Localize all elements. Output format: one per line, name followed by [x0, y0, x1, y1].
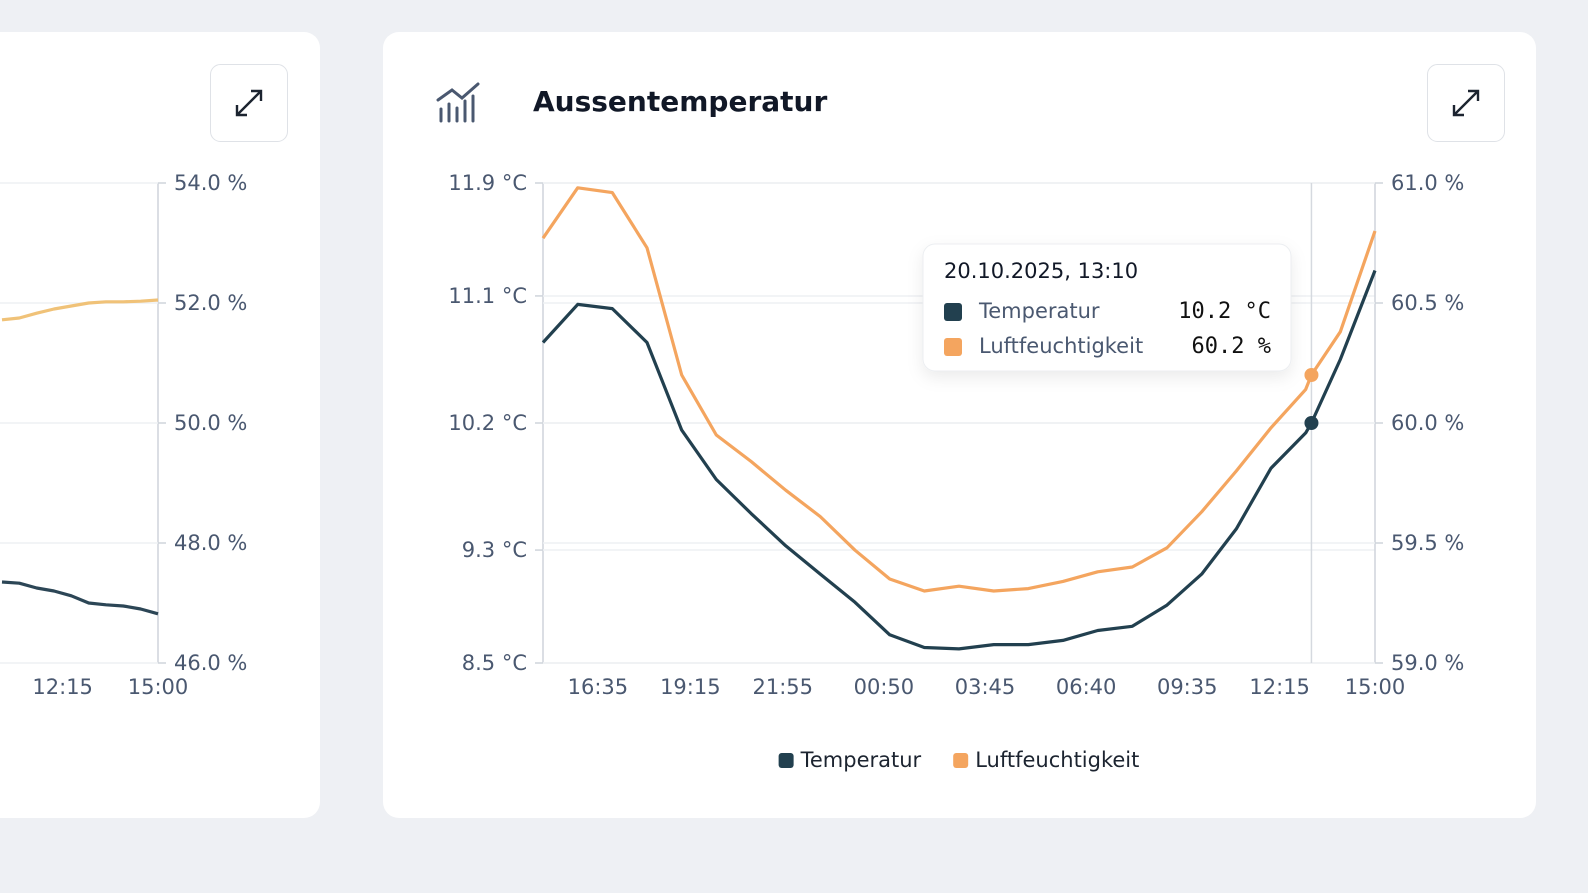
- tooltip-series-name: Temperatur: [978, 299, 1100, 323]
- series-line: [541, 186, 1377, 593]
- y2-tick-label: 60.5 %: [1391, 291, 1464, 315]
- series-line: [1, 298, 159, 322]
- x-tick-label: 16:35: [568, 675, 629, 699]
- legend-swatch: [953, 753, 969, 768]
- tooltip-swatch: [944, 338, 962, 356]
- x-tick-label: 09:35: [1157, 675, 1218, 699]
- legend-swatch: [778, 753, 794, 768]
- y2-tick-label: 59.5 %: [1391, 531, 1464, 555]
- x-tick-label: 12:15: [1249, 675, 1310, 699]
- y-tick-label: 11.9 °C: [448, 171, 527, 195]
- y2-tick-label: 60.0 %: [1391, 411, 1464, 435]
- tooltip-title: 20.10.2025, 13:10: [944, 259, 1138, 283]
- legend-label: Luftfeuchtigkeit: [975, 748, 1139, 772]
- y-tick-label: 10.2 °C: [448, 411, 527, 435]
- x-tick-label: 00:50: [854, 675, 915, 699]
- hover-point: [1304, 416, 1319, 430]
- y2-tick-label: 59.0 %: [1391, 651, 1464, 675]
- x-tick-label: 03:45: [955, 675, 1016, 699]
- y2-tick-label: 50.0 %: [174, 411, 247, 435]
- x-tick-label: 15:00: [128, 675, 189, 699]
- chart-right: 8.5 °C 9.3 °C 10.2 °C 11.1 °C 11.9 °C 59.0 % 5…: [448, 171, 1464, 772]
- y2-tick-label: 46.0 %: [174, 651, 247, 675]
- tooltip-value: 10.2 °C: [1178, 299, 1271, 324]
- hover-point: [1304, 368, 1319, 382]
- tooltip: [922, 243, 1292, 372]
- tooltip-value: 60.2 %: [1192, 334, 1271, 359]
- series-line: [541, 269, 1377, 651]
- y-tick-label: 8.5 °C: [462, 651, 527, 675]
- expand-button[interactable]: [1427, 64, 1505, 142]
- legend-label: Temperatur: [800, 748, 922, 772]
- card-right: [383, 32, 1536, 818]
- chart-left: 46.0 %48.0 %50.0 %52.0 %54.0 %09:3512:15…: [0, 171, 247, 699]
- y2-tick-label: 61.0 %: [1391, 171, 1464, 195]
- chart-icon: [436, 82, 480, 123]
- chart-title: Aussentemperatur: [533, 85, 827, 118]
- x-tick-label: 15:00: [1345, 675, 1406, 699]
- x-tick-label: 06:40: [1056, 675, 1117, 699]
- card-left: [0, 32, 320, 818]
- y2-tick-label: 48.0 %: [174, 531, 247, 555]
- tooltip-swatch: [944, 303, 962, 321]
- legend: Temperatur Luftfeuchtigkeit: [778, 748, 1139, 772]
- x-tick-label: 12:15: [32, 675, 93, 699]
- expand-button[interactable]: [210, 64, 288, 142]
- y2-tick-label: 52.0 %: [174, 291, 247, 315]
- x-tick-label: 21:55: [753, 675, 814, 699]
- x-tick-label: 19:15: [660, 675, 721, 699]
- y2-tick-label: 54.0 %: [174, 171, 247, 195]
- tooltip-series-name: Luftfeuchtigkeit: [979, 334, 1143, 358]
- y-tick-label: 9.3 °C: [462, 538, 527, 562]
- series-line: [1, 580, 159, 616]
- y-tick-label: 11.1 °C: [448, 284, 527, 308]
